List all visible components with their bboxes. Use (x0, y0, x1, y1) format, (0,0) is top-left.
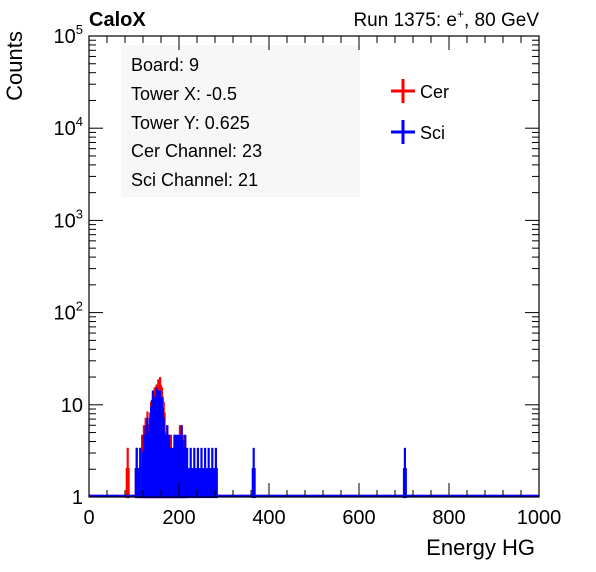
y-tick-label: 10 (61, 395, 83, 417)
info-line-board: Board: 9 (131, 55, 199, 75)
x-tick-label: 0 (83, 507, 94, 529)
info-line-tower-x: Tower X: -0.5 (131, 84, 237, 104)
charge-superscript: + (457, 7, 464, 21)
x-tick-label: 400 (252, 507, 285, 529)
legend-label-cer: Cer (420, 82, 449, 102)
chart-title-right: Run 1375: e+, 80 GeV (353, 7, 539, 31)
info-line-cer-channel: Cer Channel: 23 (131, 141, 262, 161)
x-axis-title: Energy HG (426, 535, 535, 560)
legend: Cer Sci (391, 79, 449, 144)
legend-marker-cer (391, 79, 415, 103)
plot-frame (88, 35, 540, 498)
y-tick-label: 105 (54, 22, 83, 48)
legend-marker-sci (391, 120, 415, 144)
run-label: Run 1375: e (353, 10, 457, 31)
beam-energy: , 80 GeV (464, 10, 539, 31)
chart-title-left: CaloX (89, 9, 146, 31)
y-tick-label: 1 (72, 487, 83, 509)
x-tick-label: 600 (342, 507, 375, 529)
info-box (121, 45, 360, 197)
y-tick-label: 103 (54, 206, 83, 232)
legend-label-sci: Sci (420, 123, 445, 143)
x-tick-label: 800 (432, 507, 465, 529)
x-tick-label: 1000 (517, 507, 562, 529)
y-axis-title: Counts (2, 31, 27, 101)
x-tick-label: 200 (162, 507, 195, 529)
info-line-sci-channel: Sci Channel: 21 (131, 170, 258, 190)
axes-layer: 0 200 400 600 800 1000 1 10 102 103 104 105 (54, 22, 562, 529)
info-line-tower-y: Tower Y: 0.625 (131, 113, 250, 133)
info-lines: Board: 9 Tower X: -0.5 Tower Y: 0.625 Ce… (131, 55, 262, 190)
y-tick-label: 102 (54, 299, 83, 325)
y-tick-label: 104 (54, 114, 83, 140)
